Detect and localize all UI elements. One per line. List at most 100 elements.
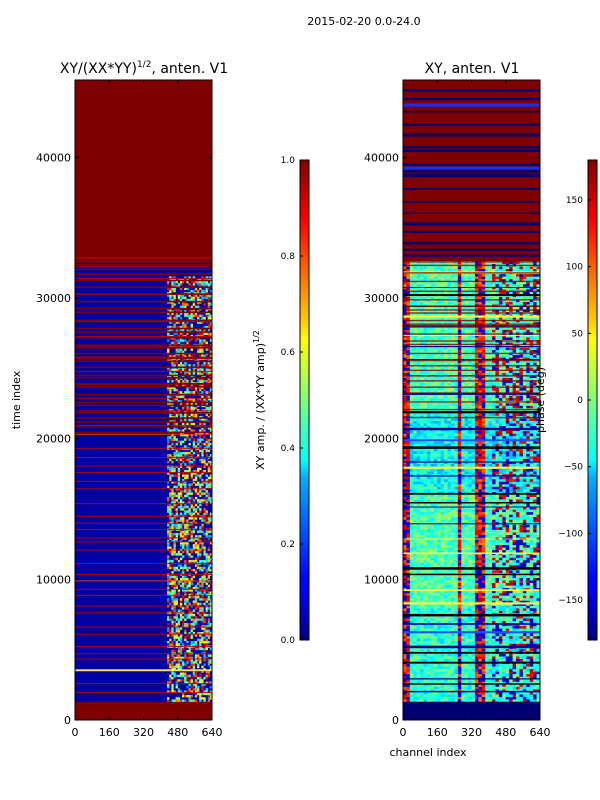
- heatmap-cell: [171, 584, 174, 588]
- heatmap-cell: [454, 608, 459, 611]
- heatmap-cell: [194, 688, 198, 691]
- heatmap-cell: [188, 631, 191, 635]
- heatmap-cell: [533, 653, 537, 657]
- heatmap-cell: [505, 585, 510, 589]
- heatmap-cell: [171, 499, 174, 502]
- heatmap-cell: [502, 699, 507, 703]
- heatmap-cell: [186, 427, 189, 430]
- heatmap-cell: [522, 564, 527, 568]
- heatmap-cell: [454, 577, 459, 581]
- heatmap-cell: [199, 589, 202, 592]
- heatmap-cell: [430, 562, 435, 566]
- heatmap-cell: [488, 694, 493, 697]
- heatmap-cell: [430, 580, 435, 584]
- heatmap-cell: [179, 535, 183, 538]
- heatmap-cell: [519, 610, 524, 614]
- heatmap-cell: [488, 534, 493, 538]
- heatmap-cell: [192, 298, 196, 302]
- heatmap-cell: [175, 361, 178, 365]
- heatmap-cell: [173, 584, 176, 588]
- heatmap-cell: [505, 638, 510, 642]
- heatmap-cell: [522, 554, 527, 558]
- heatmap-cell: [485, 683, 489, 687]
- heatmap-cell: [457, 699, 462, 703]
- heatmap-cell: [444, 635, 448, 639]
- heatmap-cell: [171, 373, 174, 376]
- heatmap-cell: [207, 391, 211, 394]
- heatmap-cell: [450, 570, 455, 573]
- heatmap-cell: [437, 592, 441, 596]
- heatmap-cell: [454, 592, 459, 596]
- heatmap-cell: [167, 436, 170, 439]
- heatmap-cell: [423, 562, 428, 566]
- heatmap-cell: [512, 673, 517, 677]
- heatmap-cell: [536, 658, 540, 662]
- heatmap-cell: [440, 534, 445, 538]
- heatmap-cell: [194, 280, 198, 284]
- heatmap-cell: [423, 648, 428, 652]
- heatmap-cell: [512, 689, 517, 692]
- heatmap-cell: [471, 656, 476, 659]
- heatmap-cell: [426, 678, 431, 682]
- heatmap-cell: [509, 608, 513, 611]
- heatmap-cell: [175, 427, 178, 430]
- heatmap-cell: [186, 501, 189, 504]
- heatmap-cell: [201, 697, 204, 700]
- heatmap-cell: [194, 616, 198, 619]
- heatmap-cell: [450, 691, 455, 695]
- heatmap-cell: [205, 517, 208, 520]
- heatmap-cell: [498, 653, 503, 657]
- heatmap-cell: [169, 355, 172, 358]
- heatmap-cell: [471, 618, 476, 621]
- heatmap-cell: [440, 643, 445, 647]
- heatmap-cell: [199, 559, 202, 563]
- heatmap-cell: [416, 595, 421, 599]
- heatmap-cell: [179, 553, 183, 556]
- heatmap-cell: [171, 685, 174, 689]
- heatmap-cell: [182, 584, 185, 588]
- heatmap-cell: [512, 542, 517, 546]
- heatmap-cell: [430, 653, 435, 657]
- heatmap-cell: [403, 163, 540, 166]
- heatmap-cell: [169, 674, 172, 678]
- heatmap-cell: [474, 691, 479, 695]
- heatmap-cell: [167, 656, 170, 660]
- heatmap-cell: [536, 676, 540, 680]
- heatmap-cell: [75, 426, 212, 428]
- heatmap-cell: [447, 678, 452, 682]
- heatmap-cell: [409, 549, 414, 553]
- heatmap-cell: [461, 577, 465, 581]
- heatmap-cell: [478, 542, 483, 546]
- heatmap-cell: [416, 577, 421, 581]
- heatmap-cell: [203, 602, 206, 606]
- heatmap-cell: [420, 534, 424, 538]
- heatmap-cell: [201, 395, 204, 399]
- heatmap-cell: [526, 648, 531, 652]
- heatmap-cell: [457, 587, 462, 591]
- heatmap-cell: [454, 595, 459, 599]
- heatmap-cell: [184, 368, 187, 372]
- heatmap-cell: [461, 668, 465, 672]
- heatmap-cell: [430, 678, 435, 682]
- heatmap-cell: [188, 499, 191, 502]
- heatmap-cell: [498, 605, 503, 609]
- heatmap-cell: [173, 314, 176, 318]
- heatmap-cell: [512, 610, 517, 614]
- heatmap-cell: [474, 681, 479, 685]
- heatmap-cell: [194, 406, 198, 410]
- heatmap-cell: [409, 595, 414, 599]
- heatmap-cell: [209, 321, 212, 324]
- heatmap-cell: [461, 663, 465, 667]
- heatmap-cell: [179, 530, 183, 534]
- heatmap-cell: [177, 494, 181, 498]
- heatmap-cell: [533, 539, 537, 543]
- heatmap-cell: [209, 350, 212, 354]
- heatmap-cell: [457, 628, 462, 632]
- heatmap-cell: [188, 595, 191, 599]
- heatmap-cell: [75, 605, 212, 607]
- heatmap-cell: [450, 582, 455, 586]
- heatmap-cell: [75, 480, 212, 482]
- heatmap-cell: [426, 681, 431, 685]
- heatmap-cell: [423, 681, 428, 685]
- heatmap-cell: [169, 476, 172, 480]
